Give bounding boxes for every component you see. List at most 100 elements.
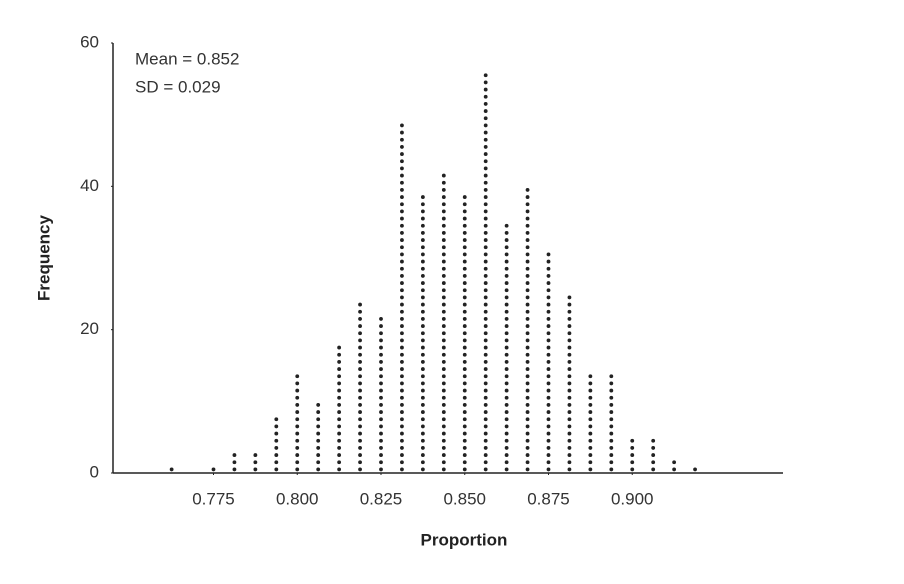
dot <box>483 381 488 386</box>
dot <box>400 259 404 264</box>
dot <box>358 410 362 414</box>
dot <box>337 360 342 364</box>
annotation: Mean = 0.852 <box>135 49 239 68</box>
dot <box>462 266 467 271</box>
dot <box>420 381 425 386</box>
dot <box>525 309 530 314</box>
dot <box>379 453 383 457</box>
dot <box>462 223 467 228</box>
dot <box>567 403 572 407</box>
dot <box>483 109 488 113</box>
dot <box>609 381 614 386</box>
dot <box>567 360 572 364</box>
dot <box>504 367 509 371</box>
dot <box>588 431 593 436</box>
dot <box>651 467 656 472</box>
dot <box>651 453 656 457</box>
dot <box>546 345 551 350</box>
dot <box>420 374 425 379</box>
dot <box>400 266 404 271</box>
dot <box>337 345 342 350</box>
dot <box>525 424 530 429</box>
dot <box>462 467 467 472</box>
dot <box>462 302 467 307</box>
dot <box>483 137 488 142</box>
dot <box>588 438 593 443</box>
dot <box>462 417 467 422</box>
dot <box>462 374 467 379</box>
dot <box>441 317 446 321</box>
dot <box>232 467 237 472</box>
dot <box>609 417 614 422</box>
y-tick-label: 0 <box>90 462 99 481</box>
dot <box>462 381 467 386</box>
dot <box>420 352 425 357</box>
dot <box>358 302 362 307</box>
dot <box>462 360 467 364</box>
dot <box>483 403 488 407</box>
dot <box>462 338 467 343</box>
dot <box>379 417 383 422</box>
dot <box>546 388 551 393</box>
dot-column <box>483 73 488 472</box>
dot <box>358 388 362 393</box>
dot <box>400 424 404 429</box>
dot <box>274 431 279 436</box>
dot <box>420 331 425 336</box>
dot <box>379 345 383 350</box>
dot <box>400 453 404 457</box>
dot <box>358 309 362 314</box>
dot <box>274 467 279 472</box>
dot <box>504 266 509 271</box>
dot <box>483 288 488 293</box>
dot <box>400 403 404 407</box>
dot <box>609 446 614 450</box>
dot <box>295 395 300 400</box>
dot <box>483 159 488 164</box>
dot <box>441 238 446 242</box>
dot <box>483 309 488 314</box>
dot <box>483 324 488 328</box>
dot <box>609 431 614 436</box>
dot <box>232 460 237 465</box>
dot <box>630 438 635 443</box>
dot-column <box>211 467 216 472</box>
dot <box>546 367 551 371</box>
dot <box>295 431 300 436</box>
dot <box>567 438 572 443</box>
dot <box>441 295 446 300</box>
dot <box>609 424 614 429</box>
dot <box>546 252 551 257</box>
dot <box>400 317 404 321</box>
dot-column <box>525 188 530 472</box>
dot <box>588 424 593 429</box>
dot <box>420 438 425 443</box>
dot <box>316 417 321 422</box>
dot <box>588 395 593 400</box>
dot <box>441 360 446 364</box>
dot <box>567 446 572 450</box>
dot <box>483 281 488 285</box>
dot <box>483 209 488 214</box>
dot <box>525 381 530 386</box>
dot-column <box>462 195 467 472</box>
dot <box>546 438 551 443</box>
dot <box>295 388 300 393</box>
dot <box>504 252 509 257</box>
dot <box>504 395 509 400</box>
dot <box>588 410 593 414</box>
dot <box>504 324 509 328</box>
dot <box>588 453 593 457</box>
dot <box>400 288 404 293</box>
dot <box>525 410 530 414</box>
dot <box>316 438 321 443</box>
dot <box>400 302 404 307</box>
dot <box>441 266 446 271</box>
dot <box>651 446 656 450</box>
dot <box>483 446 488 450</box>
dot <box>462 238 467 242</box>
dot <box>358 460 362 465</box>
dot <box>441 245 446 250</box>
dot <box>462 231 467 235</box>
dot <box>420 274 425 278</box>
